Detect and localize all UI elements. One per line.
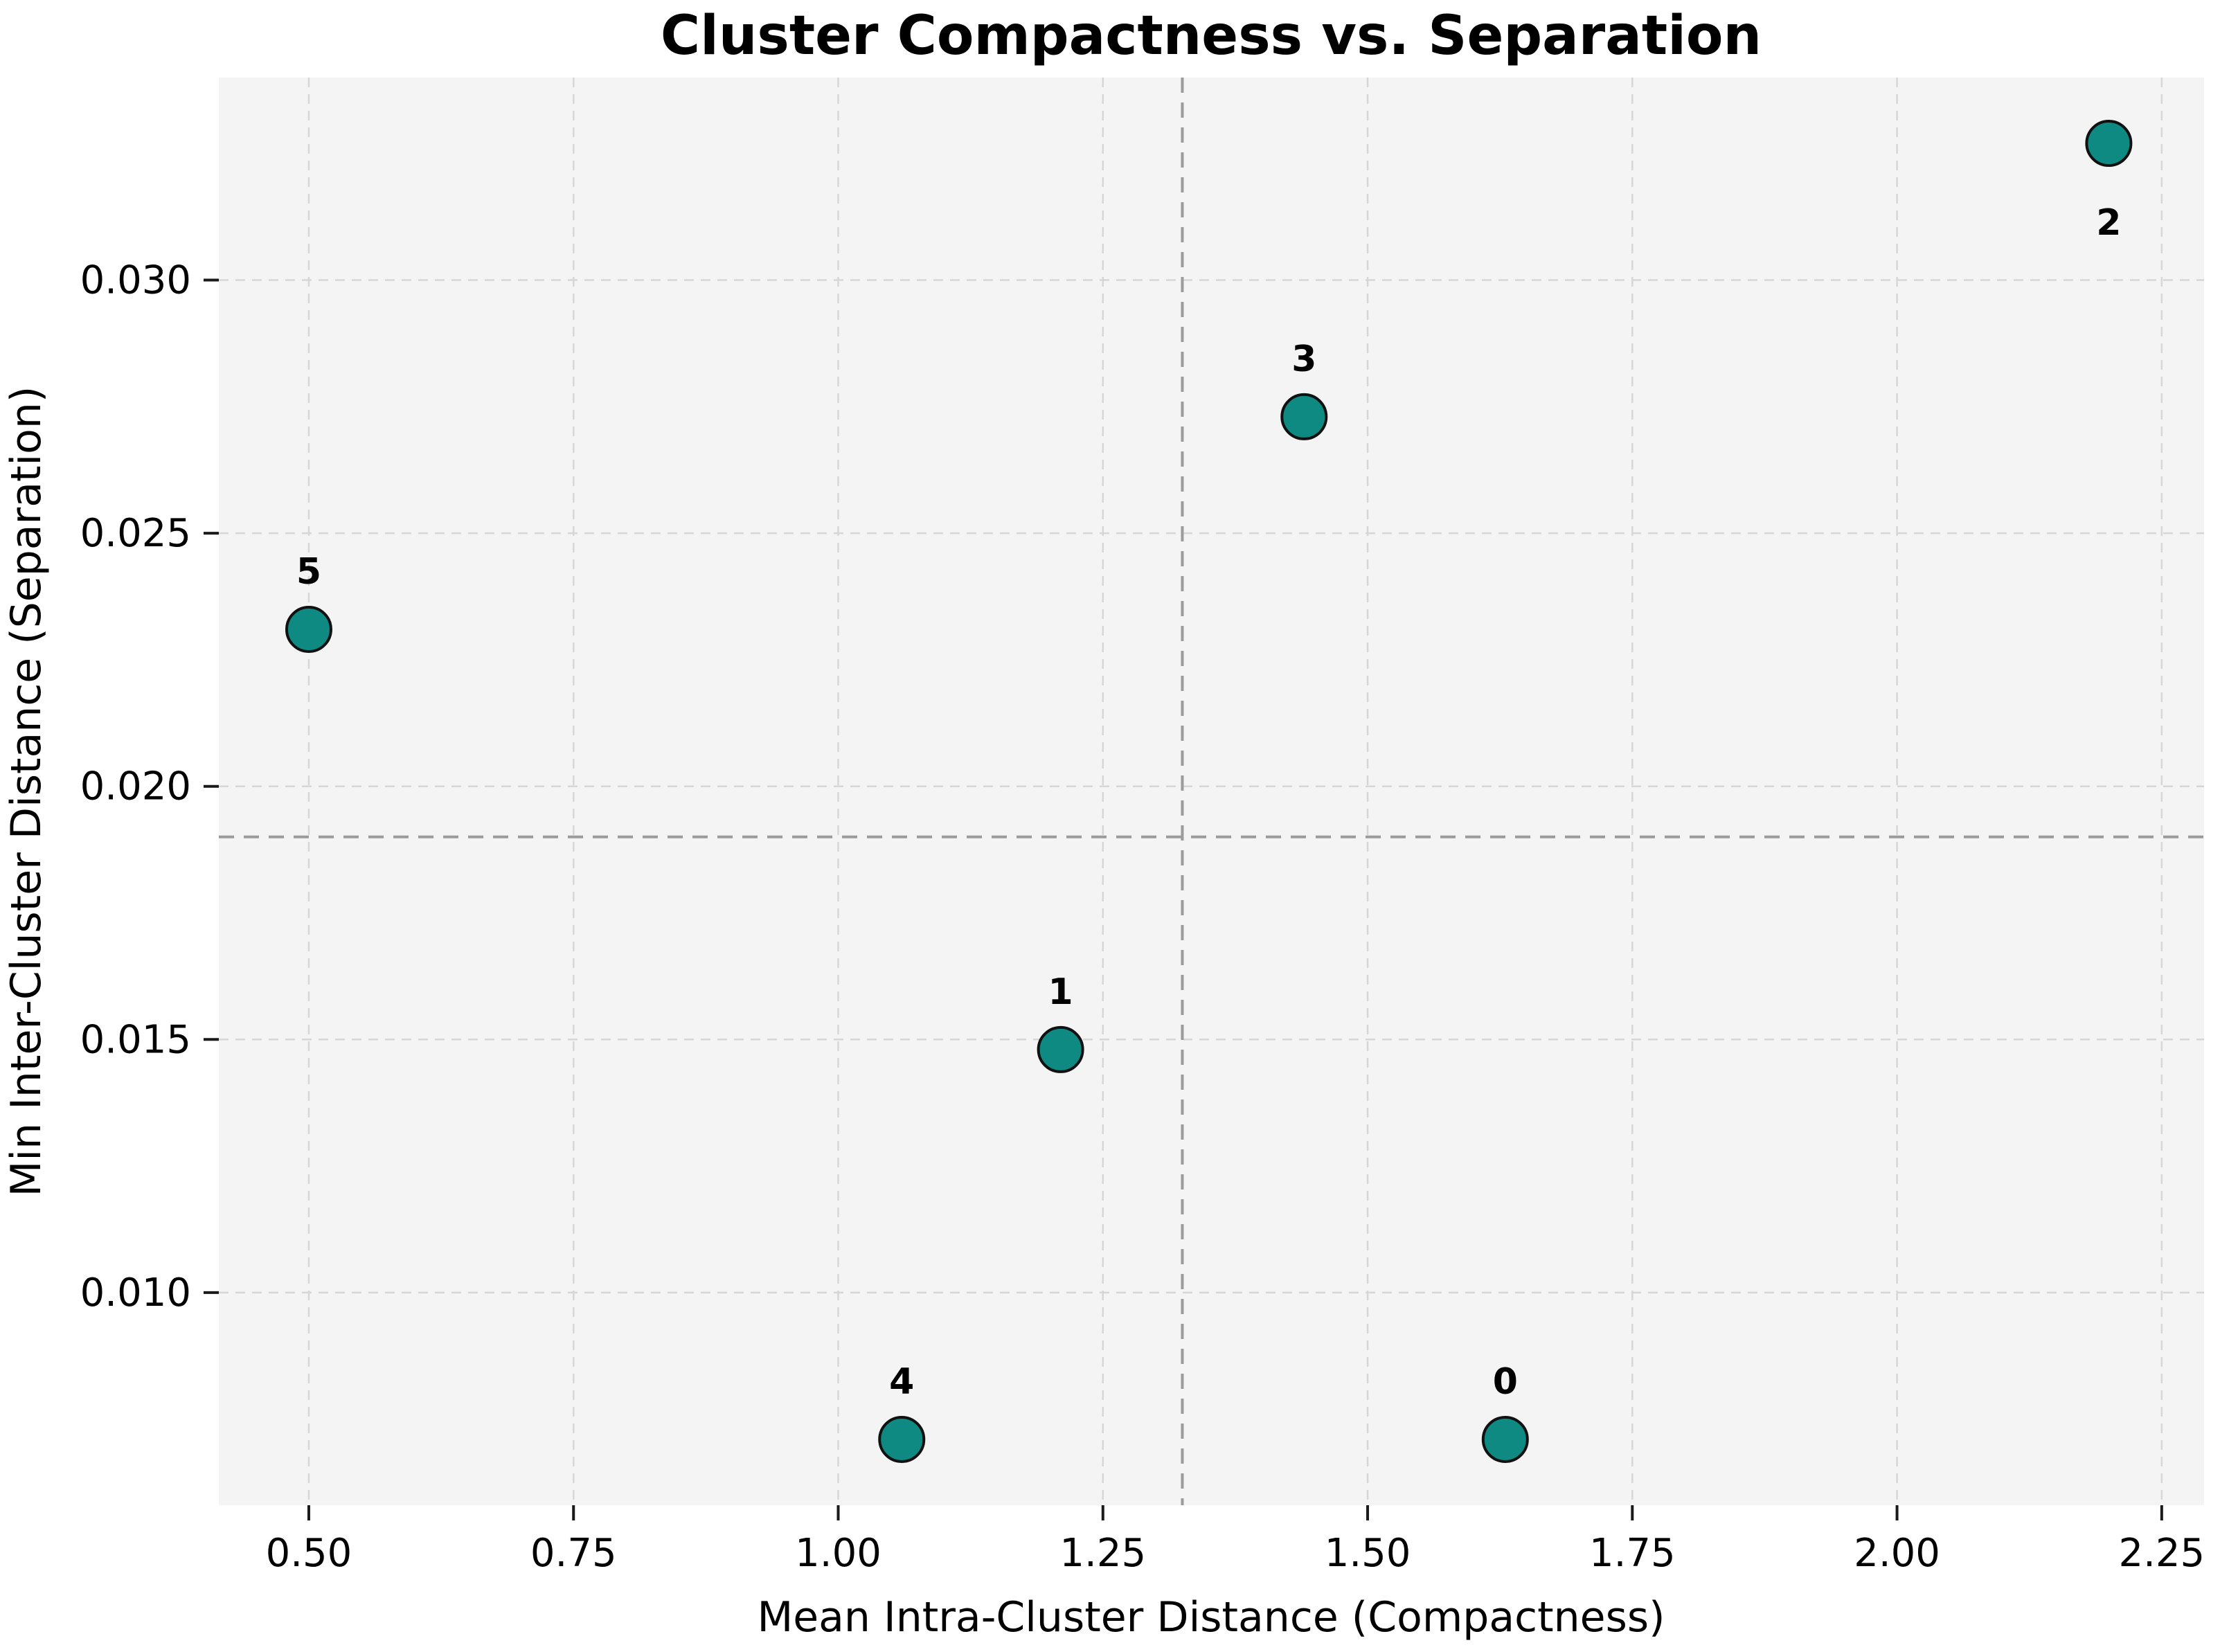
scatter-point-label: 4: [889, 1361, 914, 1403]
median-reference-lines: [219, 78, 2204, 1505]
scatter-point: [1280, 393, 1328, 440]
scatter-point: [878, 1415, 926, 1463]
scatter-point-label: 3: [1291, 339, 1316, 380]
x-tick-label: 2.00: [1854, 1531, 1940, 1576]
y-tick-label: 0.020: [80, 764, 191, 809]
x-tick-label: 1.75: [1589, 1531, 1676, 1576]
y-tick-label: 0.015: [80, 1017, 191, 1062]
scatter-points: 0 1 2 3 4 5: [285, 120, 2133, 1463]
scatter-point-label: 2: [2096, 202, 2121, 244]
scatter-point: [2085, 120, 2133, 168]
x-tick-label: 1.00: [795, 1531, 881, 1576]
scatter-point: [285, 606, 332, 654]
x-tick-label: 1.25: [1059, 1531, 1146, 1576]
chart-title: Cluster Compactness vs. Separation: [661, 5, 1762, 67]
scatter-point: [1037, 1025, 1084, 1073]
x-tick-label: 1.50: [1325, 1531, 1411, 1576]
y-tick-label: 0.025: [80, 511, 191, 556]
scatter-point-label: 0: [1493, 1361, 1518, 1403]
x-axis-label: Mean Intra-Cluster Distance (Compactness…: [757, 1593, 1665, 1642]
x-tick-label: 0.50: [266, 1531, 352, 1576]
x-tick-label: 0.75: [530, 1531, 617, 1576]
x-tick-label: 2.25: [2118, 1531, 2205, 1576]
axis-ticks: 0.50 0.75 1.00 1.25 1.50 1.75 2.00 2.25 0.010 0.0…: [80, 258, 2205, 1576]
scatter-point-label: 5: [296, 551, 321, 593]
plot-area-background: [219, 78, 2204, 1505]
y-tick-label: 0.010: [80, 1271, 191, 1316]
scatter-point-label: 1: [1048, 971, 1073, 1013]
y-axis-label: Min Inter-Cluster Distance (Separation): [2, 386, 51, 1197]
scatter-point: [1481, 1415, 1529, 1463]
y-tick-label: 0.030: [80, 258, 191, 303]
gridlines: [219, 78, 2204, 1505]
